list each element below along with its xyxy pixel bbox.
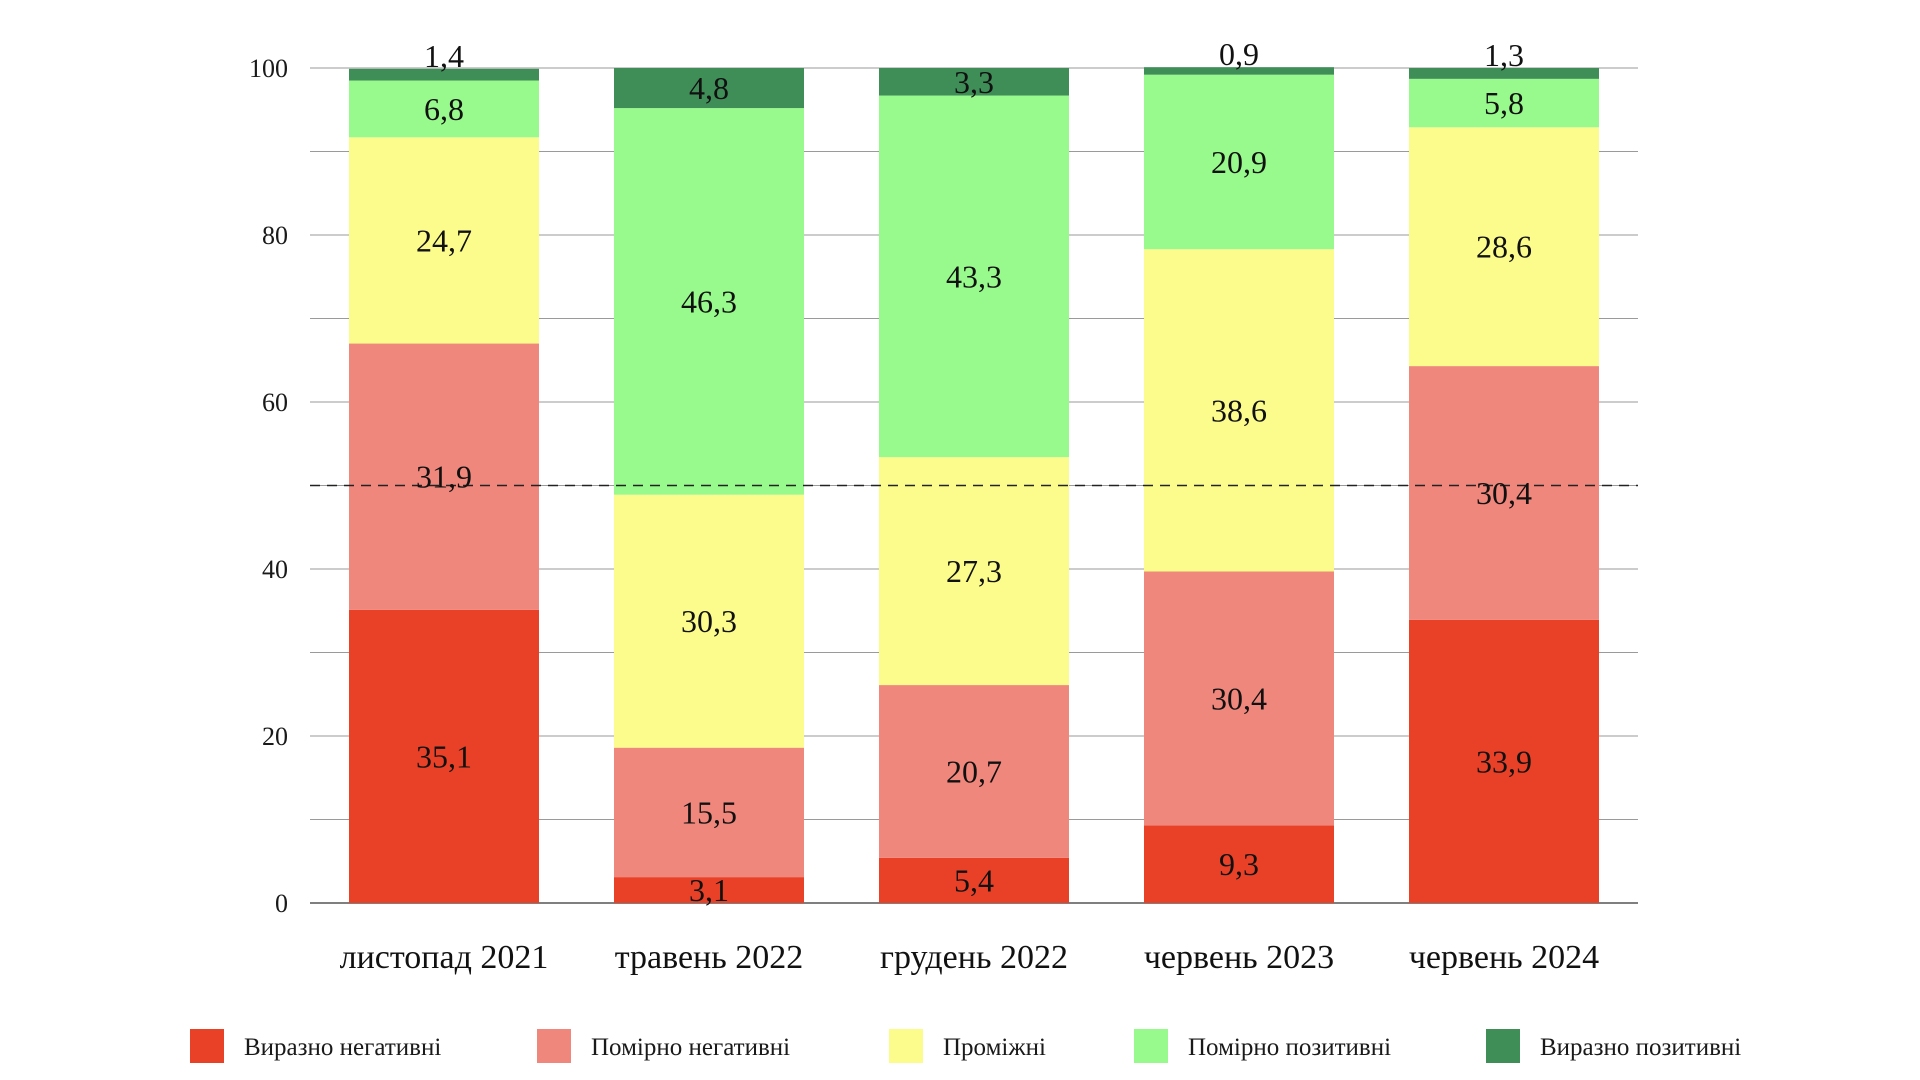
bar-segment [1144,67,1334,75]
y-tick-label: 40 [262,555,288,584]
data-label: 30,4 [1211,680,1267,716]
data-label: 6,8 [424,91,464,127]
data-label: 4,8 [689,70,729,106]
bar-segment [349,137,539,344]
legend: Виразно негативні Помірно негативні Проміж… [190,1029,1741,1063]
y-tick-label: 20 [262,722,288,751]
data-label: 5,4 [954,862,994,898]
data-label: 35,1 [416,738,472,774]
y-tick-label: 80 [262,221,288,250]
bar-segment [1144,571,1334,826]
data-label: 1,3 [1484,37,1524,73]
x-category-label: грудень 2022 [880,939,1068,976]
y-tick-label: 60 [262,388,288,417]
data-label: 3,1 [689,872,729,908]
data-label: 27,3 [946,553,1002,589]
legend-label: Проміжні [943,1034,1046,1061]
legend-swatch [1486,1029,1520,1063]
legend-swatch [537,1029,571,1063]
bar-segment [1409,127,1599,367]
legend-label: Виразно негативні [244,1034,441,1061]
data-label: 20,7 [946,753,1002,789]
data-label: 30,4 [1476,475,1532,511]
data-label: 0,9 [1219,36,1259,72]
data-label: 46,3 [681,283,737,319]
bar-segment [1409,366,1599,620]
bar-segment [614,494,804,748]
data-label: 38,6 [1211,392,1267,428]
data-label: 24,7 [416,222,472,258]
bar-segment [879,857,1069,903]
data-label: 43,3 [946,258,1002,294]
data-labels: 35,1 31,9 24,7 6,8 1,4 3,1 15,5 30,3 46,3 4,8 5,4 2… [416,36,1532,908]
data-label: 20,9 [1211,144,1267,180]
x-category-label: травень 2022 [615,939,804,976]
data-label: 33,9 [1476,743,1532,779]
legend-swatch [889,1029,923,1063]
legend-label: Помірно позитивні [1188,1034,1391,1061]
bar-segment [614,108,804,495]
bar-segment [1409,619,1599,903]
bar-segment [349,80,539,138]
data-label: 3,3 [954,64,994,100]
data-label: 28,6 [1476,229,1532,265]
x-category-label: червень 2024 [1409,939,1599,976]
bar-segment [614,747,804,878]
bar-segment [614,68,804,109]
data-label: 30,3 [681,603,737,639]
bars [349,67,1599,903]
bar-segment [349,68,539,81]
bar-segment [1144,74,1334,250]
bar-segment [879,685,1069,858]
data-label: 1,4 [424,38,464,74]
data-label: 5,8 [1484,85,1524,121]
legend-swatch [1134,1029,1168,1063]
x-category-label: листопад 2021 [340,939,549,976]
bar-segment [349,609,539,903]
bar-segment [349,343,539,610]
bar-segment [1144,825,1334,903]
y-axis-ticks: 0 20 40 60 80 100 [249,54,288,918]
data-label: 15,5 [681,794,737,830]
legend-label: Помірно негативні [591,1034,790,1061]
x-category-label: червень 2023 [1144,939,1334,976]
bar-segment [614,877,804,903]
bar-segment [1409,78,1599,128]
bar-segment [1409,68,1599,79]
y-tick-label: 0 [275,889,288,918]
bar-segment [1144,249,1334,572]
legend-swatch [190,1029,224,1063]
data-label: 9,3 [1219,846,1259,882]
bar-segment [879,68,1069,96]
bar-segment [879,95,1069,458]
y-tick-label: 100 [249,54,288,83]
x-axis-categories: листопад 2021 травень 2022 грудень 2022 чер… [340,939,1600,976]
bar-segment [879,457,1069,686]
legend-label: Виразно позитивні [1540,1034,1741,1061]
data-label: 31,9 [416,459,472,495]
